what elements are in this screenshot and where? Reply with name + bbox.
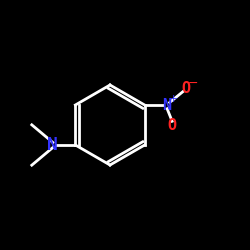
Text: +: + <box>169 94 178 104</box>
Text: O: O <box>168 118 177 132</box>
Text: N: N <box>162 98 172 112</box>
Text: −: − <box>188 77 199 90</box>
Text: O: O <box>181 81 190 96</box>
Text: N: N <box>48 136 58 154</box>
